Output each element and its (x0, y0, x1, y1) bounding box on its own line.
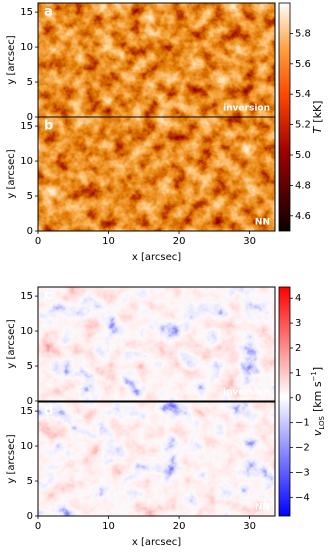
colorbar-label: T [kK] (311, 101, 324, 134)
x-tick-label: 30 (243, 236, 256, 247)
colorbar-tick-label: 5.8 (295, 28, 311, 39)
image-map (38, 402, 275, 516)
panel-frame (37, 286, 276, 402)
colorbar-tick-label: −1 (295, 418, 310, 429)
colorbar-tick-label: −3 (295, 467, 310, 478)
x-tick-label: 20 (173, 236, 186, 247)
colorbar-tick-label: −4 (295, 492, 310, 503)
y-tick-label: 15 (20, 406, 33, 417)
y-tick-label: 10 (20, 156, 33, 167)
colorbar-tick-label: 5.4 (295, 89, 311, 100)
colorbar-tick-label: 5.2 (295, 120, 311, 131)
colorbar-tick-label: 3 (295, 318, 301, 329)
panel-letter: a (44, 5, 53, 20)
y-tick-label: 10 (20, 441, 33, 452)
colorbar-label-part: −1 (310, 371, 318, 381)
x-axis-label: x [arcsec] (132, 252, 181, 263)
colorbar-tick-label: 1 (295, 368, 301, 379)
panel-letter: c (44, 289, 52, 304)
y-tick-label: 10 (20, 326, 33, 337)
image-map (38, 287, 275, 401)
colorbar-label-part: v (311, 429, 324, 436)
colorbar-tick-label: 4.6 (295, 211, 311, 222)
panel-annotation: inversion (223, 104, 270, 114)
colorbar-tick-label: −2 (295, 443, 310, 454)
y-tick-label: 5 (27, 476, 33, 487)
x-tick-label: 20 (173, 521, 186, 532)
y-tick-label: 15 (20, 291, 33, 302)
colorbar-tick-label: 2 (295, 343, 301, 354)
colorbar-label-part: [km s (311, 381, 324, 412)
y-tick-label: 0 (27, 112, 33, 123)
x-axis-label: x [arcsec] (132, 537, 181, 548)
colorbar-label-part: T (311, 125, 324, 133)
y-tick-label: 0 (27, 226, 33, 237)
colorbar-tick-label: 5.6 (295, 59, 311, 70)
colorbar-tick-label: 5.0 (295, 150, 311, 161)
colorbar-tick-label: 4 (295, 293, 301, 304)
y-tick-label: 10 (20, 42, 33, 53)
x-tick-label: 0 (35, 521, 41, 532)
panel-frame (37, 401, 276, 517)
panel-annotation: NN (255, 503, 270, 513)
y-tick-label: 0 (27, 396, 33, 407)
panel-annotation: NN (255, 218, 270, 228)
colorbar-tick-label: 4.8 (295, 180, 311, 191)
x-tick-label: 30 (243, 521, 256, 532)
colorbar (278, 286, 291, 517)
y-axis-label: y [arcsec] (6, 35, 17, 84)
colorbar-label: vLOS [km s−1] (310, 367, 326, 436)
colorbar (278, 2, 291, 232)
x-tick-label: 0 (35, 236, 41, 247)
panel-frame (37, 116, 276, 232)
y-axis-label: y [arcsec] (6, 149, 17, 198)
x-tick-label: 10 (102, 521, 115, 532)
y-tick-label: 5 (27, 77, 33, 88)
panel-letter: d (44, 404, 53, 419)
colorbar-label-part: LOS (318, 416, 326, 430)
y-axis-label: y [arcsec] (6, 319, 17, 368)
panel-annotation: inversion (223, 388, 270, 398)
y-tick-label: 5 (27, 361, 33, 372)
colorbar-label-part: ] (311, 367, 324, 371)
y-tick-label: 15 (20, 121, 33, 132)
image-map (38, 3, 275, 117)
y-tick-label: 15 (20, 7, 33, 18)
y-axis-label: y [arcsec] (6, 434, 17, 483)
colorbar-tick-label: 0 (295, 393, 301, 404)
colorbar-label-part: [kK] (311, 101, 324, 123)
panel-letter: b (44, 119, 53, 134)
y-tick-label: 0 (27, 511, 33, 522)
y-tick-label: 5 (27, 191, 33, 202)
image-map (38, 117, 275, 231)
x-tick-label: 10 (102, 236, 115, 247)
